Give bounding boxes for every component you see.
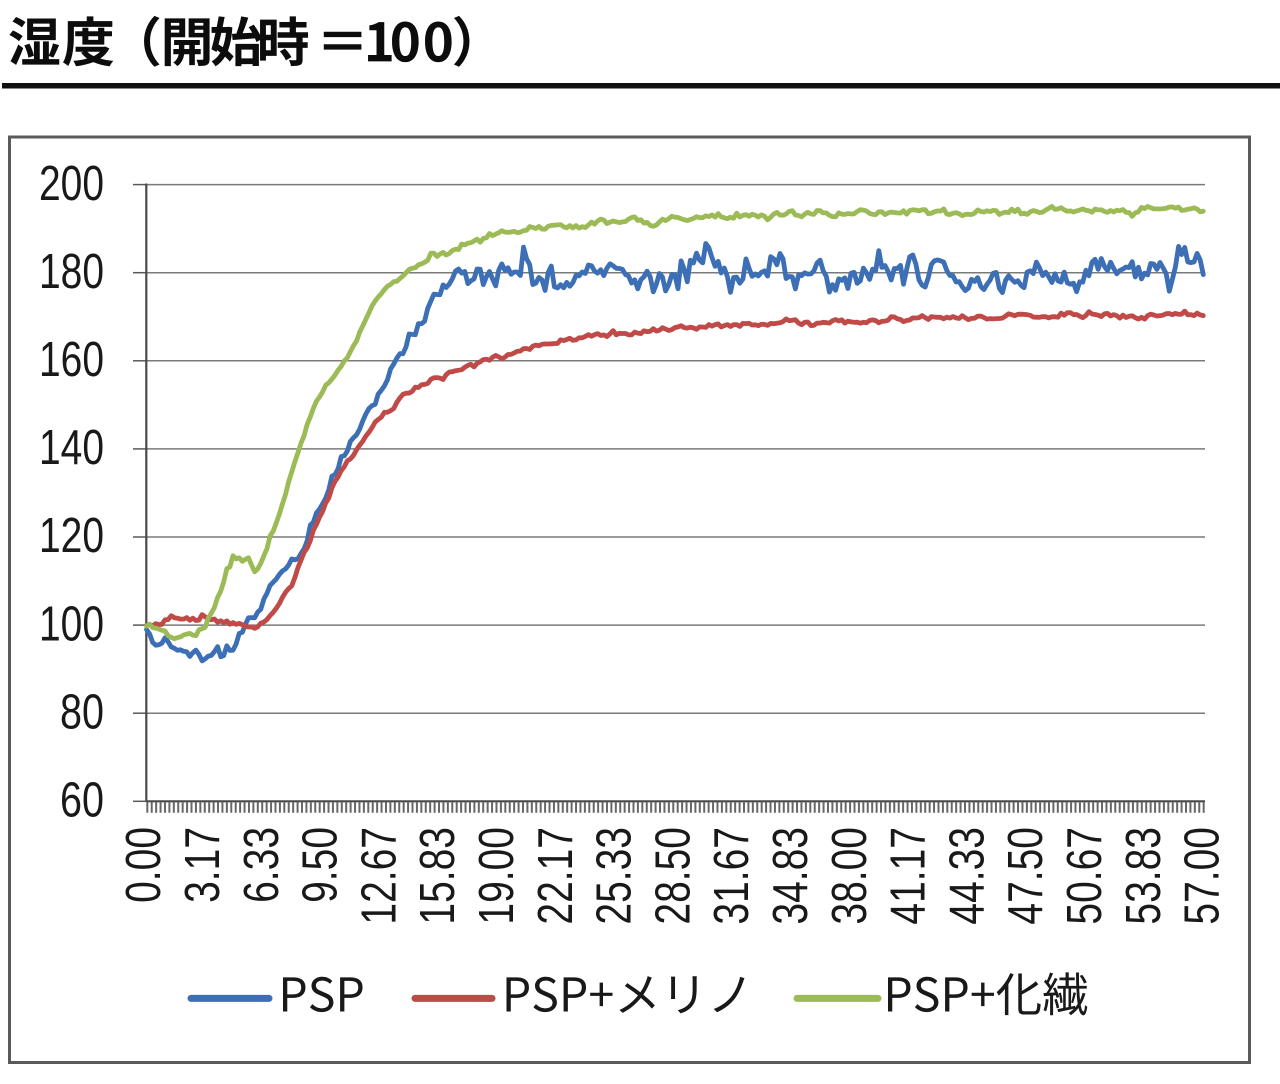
svg-text:80: 80 — [60, 685, 104, 739]
svg-text:140: 140 — [39, 421, 104, 475]
svg-text:9.50: 9.50 — [294, 827, 348, 903]
svg-text:15.83: 15.83 — [411, 827, 465, 925]
svg-text:28.50: 28.50 — [646, 827, 700, 925]
svg-text:0.00: 0.00 — [117, 827, 171, 903]
svg-text:47.50: 47.50 — [999, 827, 1053, 925]
svg-text:3.17: 3.17 — [176, 827, 230, 903]
svg-text:200: 200 — [39, 157, 104, 211]
svg-text:160: 160 — [39, 333, 104, 387]
svg-text:6.33: 6.33 — [235, 827, 289, 903]
svg-text:41.17: 41.17 — [882, 827, 936, 925]
svg-text:34.83: 34.83 — [764, 827, 818, 925]
svg-text:180: 180 — [39, 245, 104, 299]
svg-text:57.00: 57.00 — [1176, 827, 1230, 925]
svg-text:38.00: 38.00 — [823, 827, 877, 925]
svg-text:12.67: 12.67 — [352, 827, 406, 925]
svg-text:31.67: 31.67 — [705, 827, 759, 925]
svg-text:19.00: 19.00 — [470, 827, 524, 925]
svg-text:100: 100 — [39, 597, 104, 651]
svg-text:44.33: 44.33 — [940, 827, 994, 925]
svg-text:60: 60 — [60, 774, 104, 828]
svg-text:50.67: 50.67 — [1058, 827, 1112, 925]
svg-text:25.33: 25.33 — [588, 827, 642, 925]
svg-text:22.17: 22.17 — [529, 827, 583, 925]
svg-text:120: 120 — [39, 509, 104, 563]
svg-text:53.83: 53.83 — [1117, 827, 1171, 925]
